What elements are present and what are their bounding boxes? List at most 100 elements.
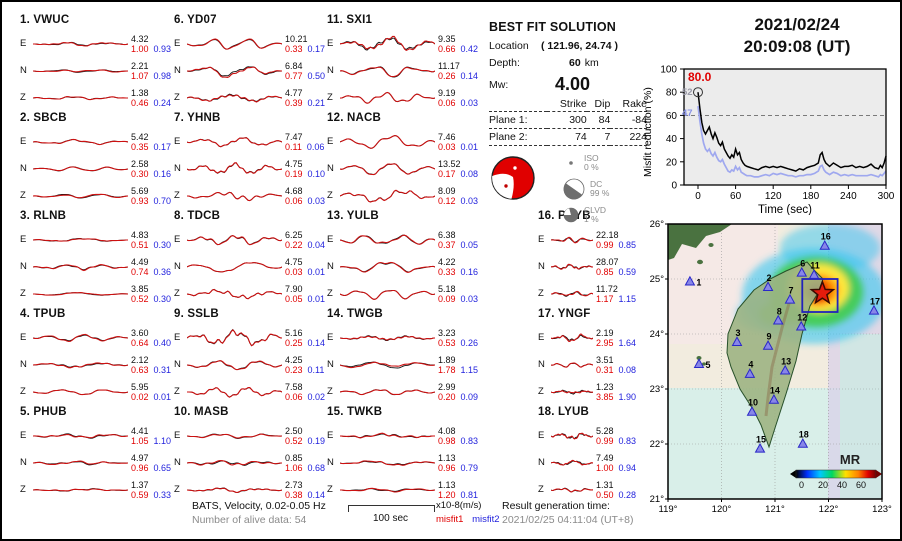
misfit2-legend: misfit2 [472,514,500,525]
component-label: N [327,163,334,174]
misfit2-value: 0.14 [460,70,479,81]
misfit1-value: 0.74 [131,266,149,277]
y-axis-label: Misfit reduction (%) [642,87,654,177]
waveform-trace [340,487,435,493]
clvd-label: CLVD [584,205,607,215]
misfit2-value: 0.30 [153,293,172,304]
station-header: 2. SBCB [20,112,67,124]
waveform-trace [340,189,435,203]
x-tick-label: 120 [765,191,782,202]
waveform-trace [33,432,128,439]
waveform-row-SXI1-E: E 9.35 0.66 0.42 [327,30,479,57]
misfit2-value: 0.09 [460,391,479,402]
misfit1-value: 0.06 [438,97,456,108]
component-label: Z [174,484,180,495]
black-count-annotation: 52 [682,87,693,98]
misfit1-value: 1.06 [285,462,303,473]
station-marker-label: 5 [706,360,711,370]
amplitude-value: 11.72 [596,283,618,294]
col-rake: Rake [610,97,647,112]
station-block-YNGF: 17. YNGF E 2.19 2.95 1.64 N 3.51 0.31 0.08 Z 1.23 3… [538,308,642,406]
misfit2-value: 0.93 [153,43,172,54]
station-marker-label: 8 [777,306,782,316]
waveform-values: 6.38 0.37 0.05 [438,230,478,250]
station-marker-label: 16 [821,232,831,242]
misfit1-value: 0.52 [285,435,303,446]
component-label: E [327,38,334,49]
misfit2-value: 0.85 [618,239,637,250]
amplitude-value: 3.85 [131,283,149,294]
amplitude-value: 7.46 [438,131,456,142]
plane2-label: Plane 2: [489,128,547,146]
waveform-trace [340,35,435,51]
misfit1-value: 0.96 [438,462,456,473]
waveform-values: 4.83 0.51 0.30 [131,230,171,250]
waveform-values: 5.69 0.93 0.70 [131,186,171,206]
waveform-row-VWUC-E: E 4.32 1.00 0.93 [20,30,172,57]
component-label: Z [327,484,333,495]
mw-value: 4.00 [555,74,591,94]
amplitude-value: 5.42 [131,131,149,142]
misfit1-value: 0.85 [596,266,614,277]
waveform-trace [340,261,435,273]
waveform-values: 1.13 0.96 0.79 [438,453,478,473]
misfit1-legend: misfit1 [436,514,464,525]
waveform-trace [187,191,282,201]
misfit1-value: 0.09 [438,293,456,304]
waveform-trace [187,37,282,50]
iso-value: 0 % [584,162,599,172]
station-marker-7 [784,293,796,304]
misfit2-value: 1.10 [153,435,172,446]
waveform-values: 11.72 1.17 1.15 [596,284,636,304]
misfit1-value: 1.05 [131,435,149,446]
waveform-trace [33,193,128,198]
waveform-row-TWKB-E: E 4.08 0.98 0.83 [327,422,479,449]
station-marker-4 [744,368,756,378]
component-label: E [174,430,181,441]
waveform-row-SSLB-Z: Z 7.58 0.06 0.02 [174,378,326,405]
misfit2-value: 0.68 [307,462,326,473]
component-label: N [327,457,334,468]
waveform-values: 2.58 0.30 0.16 [131,159,171,179]
misfit2-value: 0.28 [618,489,637,500]
station-header: 14. TWGB [327,308,383,320]
waveform-row-NACB-Z: Z 8.09 0.12 0.03 [327,182,479,209]
waveform-row-SXI1-Z: Z 9.19 0.06 0.03 [327,84,479,111]
waveform-row-MASB-N: N 0.85 1.06 0.68 [174,449,326,476]
event-datetime: 2021/02/24 20:09:08 (UT) [692,14,900,58]
waveform-trace [187,359,282,370]
component-label: N [20,457,27,468]
waveform-row-MASB-E: E 2.50 0.52 0.19 [174,422,326,449]
waveform-row-TPUB-Z: Z 5.95 0.02 0.01 [20,378,172,405]
misfit2-value: 0.01 [307,293,326,304]
misfit1-value: 2.95 [596,337,614,348]
waveform-row-RLNB-N: N 4.49 0.74 0.36 [20,253,172,280]
best-misfit-annotation: 80.0 [688,70,712,84]
misfit-legend: misfit1 misfit2 [436,514,500,525]
component-label: E [538,430,545,441]
mw-label: Mw: [489,78,509,91]
waveform-values: 6.25 0.22 0.04 [285,230,325,250]
station-marker-label: 3 [736,328,741,338]
station-block-YULB: 13. YULB E 6.38 0.37 0.05 N 4.22 0.33 0.16 Z 5.18 0… [327,210,479,308]
component-label: N [20,261,27,272]
misfit1-value: 0.37 [438,239,456,250]
iso-icon [569,161,573,165]
misfit1-value: 1.00 [131,43,149,54]
waveform-row-PCYB-N: N 28.07 0.85 0.59 [538,253,642,280]
waveform-values: 1.13 1.20 0.81 [438,480,478,500]
amplitude-value: 1.13 [438,452,456,463]
misfit2-value: 0.10 [307,168,326,179]
waveform-row-LYUB-Z: Z 1.31 0.50 0.28 [538,476,642,503]
station-marker-6 [796,266,808,277]
misfit2-value: 0.05 [460,239,479,250]
amplitude-value: 7.58 [285,381,303,392]
amplitude-value: 6.84 [285,60,303,71]
station-marker-10 [746,406,758,416]
station-marker-label: 9 [767,332,772,342]
component-label: Z [20,190,26,201]
station-header: 1. VWUC [20,14,70,26]
waveform-values: 5.42 0.35 0.17 [131,132,171,152]
depth-unit: km [584,57,599,69]
